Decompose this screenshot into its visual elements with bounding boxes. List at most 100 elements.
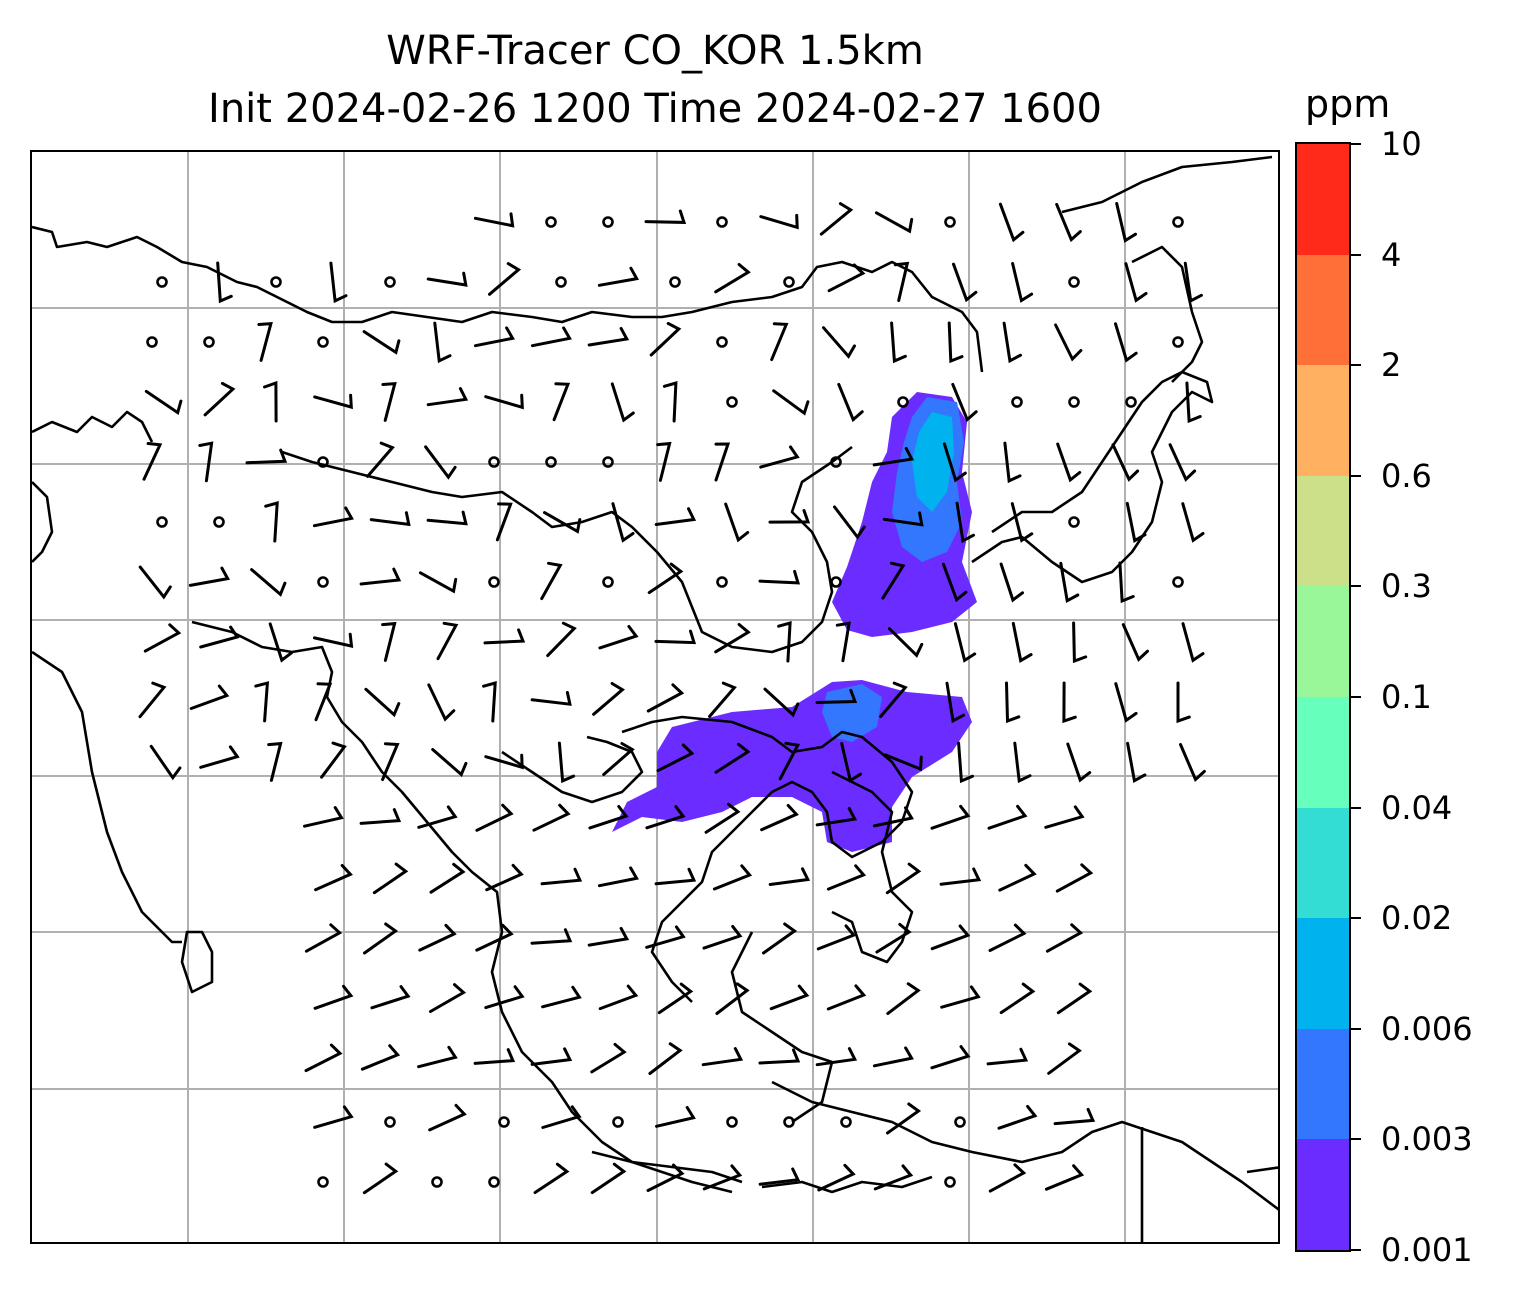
wind-barb — [714, 263, 751, 294]
wind-barb — [597, 266, 640, 287]
colorbar-tick-mark — [1351, 585, 1361, 588]
calm-wind-marker — [1068, 516, 1080, 528]
wind-barb — [436, 621, 459, 661]
coastline — [32, 650, 182, 944]
wind-barb — [1011, 621, 1033, 663]
wind-barb — [822, 326, 856, 359]
colorbar — [1295, 142, 1351, 1252]
wind-barb — [986, 1047, 1029, 1066]
tracer-plume-central-core — [822, 684, 882, 742]
colorbar-segment — [1297, 254, 1349, 366]
wind-barb — [763, 687, 800, 718]
wind-barb — [835, 621, 851, 663]
wind-barb — [833, 505, 866, 540]
wind-barb — [482, 680, 497, 723]
wind-barb — [768, 509, 811, 524]
calm-wind-marker — [213, 516, 225, 528]
colorbar-tick-label: 10 — [1381, 125, 1422, 163]
wind-barb — [424, 445, 457, 480]
colorbar-segment — [1297, 918, 1349, 1029]
wind-barb — [645, 925, 686, 949]
wind-barb — [418, 923, 457, 952]
wind-barb — [1114, 322, 1138, 363]
wind-barb — [198, 441, 214, 483]
wind-barb — [543, 511, 582, 534]
colorbar-tick-mark — [1351, 806, 1361, 809]
wind-barb — [488, 262, 522, 296]
wind-barb — [999, 562, 1024, 603]
calm-wind-marker — [488, 1176, 500, 1188]
wind-barb — [530, 1047, 573, 1066]
wind-barb — [268, 622, 293, 663]
wind-barb — [149, 744, 182, 781]
wind-barb — [138, 681, 167, 719]
wind-barb — [777, 620, 792, 663]
wind-barb — [144, 389, 183, 416]
wind-barb — [530, 928, 573, 945]
colorbar-tick-mark — [1351, 364, 1361, 367]
calm-wind-marker — [203, 336, 215, 348]
wind-barb — [475, 803, 514, 832]
wind-barb — [840, 742, 862, 783]
wind-barb — [760, 804, 799, 832]
wind-barb — [646, 1163, 685, 1192]
wind-barb — [142, 442, 163, 481]
wind-barb — [1010, 502, 1034, 543]
wind-barb — [264, 500, 279, 543]
wind-barb — [540, 561, 563, 601]
wind-barb — [1168, 443, 1197, 482]
wind-barb — [541, 985, 582, 1009]
wind-barb — [417, 1045, 458, 1069]
coastline — [32, 225, 984, 373]
coastline — [32, 410, 154, 443]
wind-barb — [552, 382, 571, 422]
wind-barb — [875, 922, 912, 954]
wind-barb — [885, 862, 922, 895]
wind-barb — [988, 923, 1027, 952]
colorbar-tick-label: 0.02 — [1381, 899, 1453, 938]
wind-barb — [662, 380, 678, 423]
wind-barb — [1126, 741, 1147, 784]
wind-barb — [541, 1105, 582, 1129]
wind-barb — [530, 691, 572, 706]
map-panel — [30, 150, 1280, 1244]
wind-barb — [724, 502, 750, 543]
calm-wind-marker — [716, 336, 728, 348]
calm-wind-marker — [146, 336, 158, 348]
wind-barb — [611, 502, 635, 543]
colorbar-segment — [1297, 1028, 1349, 1140]
wind-barb — [1002, 321, 1022, 364]
calm-wind-marker — [555, 276, 567, 288]
wind-barb — [381, 742, 400, 781]
coastline — [180, 930, 214, 994]
wind-barb — [303, 806, 344, 828]
calm-wind-marker — [1068, 276, 1080, 288]
wind-barb — [1176, 681, 1191, 724]
wind-barb — [1124, 262, 1148, 303]
coastline — [1061, 155, 1273, 214]
wind-barbs — [138, 202, 1206, 1195]
calm-wind-marker — [602, 456, 614, 468]
colorbar-tick-label: 0.04 — [1381, 788, 1453, 827]
wind-barb — [370, 985, 411, 1010]
wind-barb — [313, 632, 354, 649]
wind-barb — [940, 985, 981, 1009]
wind-barb — [1054, 323, 1083, 362]
coastline — [281, 445, 853, 654]
calm-wind-marker — [488, 456, 500, 468]
colorbar-tick-label: 0.3 — [1381, 567, 1432, 606]
wind-barb — [1011, 262, 1034, 303]
coastline — [1246, 1166, 1278, 1174]
coastline — [191, 620, 733, 1194]
wind-barb — [649, 321, 682, 357]
wind-barb — [602, 742, 635, 776]
wind-barb — [645, 805, 686, 830]
wind-barb — [712, 864, 753, 891]
wind-barb — [263, 380, 278, 423]
wind-barb — [1066, 742, 1092, 783]
wind-barb — [886, 982, 921, 1015]
wind-barb — [1181, 622, 1205, 663]
calm-wind-marker — [545, 216, 557, 228]
wind-barb — [483, 628, 526, 645]
wind-barb — [1115, 202, 1137, 243]
